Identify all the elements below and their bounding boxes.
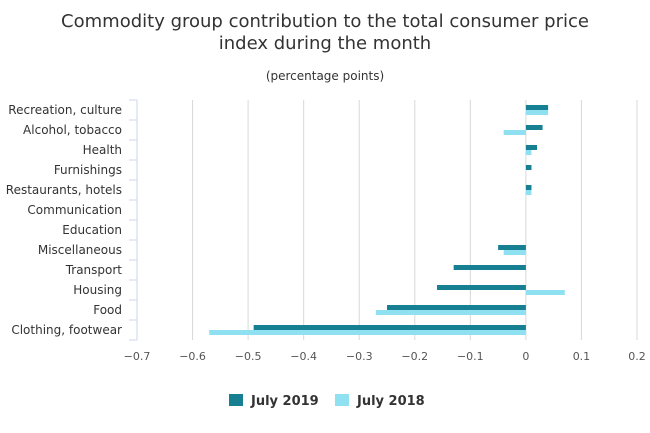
category-label-restaurants-hotels: Restaurants, hotels — [6, 183, 122, 197]
bar-july-2018-alcohol-tobacco[interactable] — [503, 130, 526, 135]
legend-swatch-july-2018 — [335, 394, 349, 406]
category-label-education: Education — [62, 223, 122, 237]
legend-label-july-2018: July 2018 — [356, 394, 425, 409]
legend-item-july-2018[interactable]: July 2018 — [335, 394, 425, 409]
tick-label-0: 0 — [522, 350, 529, 363]
bar-july-2018-health[interactable] — [525, 150, 532, 155]
bar-july-2019-restaurants-hotels[interactable] — [525, 185, 532, 190]
category-label-health: Health — [83, 143, 122, 157]
bar-july-2019-housing[interactable] — [437, 285, 526, 290]
legend-item-july-2019[interactable]: July 2019 — [229, 394, 319, 409]
bar-july-2019-health[interactable] — [525, 145, 537, 150]
bar-july-2018-restaurants-hotels[interactable] — [525, 190, 532, 195]
tick-label-0-1: −0.1 — [457, 350, 484, 363]
category-label-recreation-culture: Recreation, culture — [8, 103, 122, 117]
legend-label-july-2019: July 2019 — [250, 394, 319, 409]
tick-label-0-6: −0.6 — [179, 350, 206, 363]
category-axis — [129, 99, 138, 341]
category-label-furnishings: Furnishings — [54, 163, 122, 177]
tick-labels: −0.7 −0.6 −0.5 −0.4 −0.3 −0.2 −0.1 0 0.1 0.2 — [124, 350, 646, 363]
bar-july-2018-clothing-footwear[interactable] — [209, 330, 526, 335]
bar-july-2019-transport[interactable] — [453, 265, 526, 270]
bar-july-2019-food[interactable] — [387, 305, 526, 310]
category-label-housing: Housing — [73, 283, 122, 297]
tick-label-0-4: −0.4 — [290, 350, 317, 363]
bar-july-2018-housing[interactable] — [525, 290, 565, 295]
bar-july-2019-furnishings[interactable] — [525, 165, 532, 170]
bar-july-2019-alcohol-tobacco[interactable] — [525, 125, 543, 130]
bar-july-2019-recreation-culture[interactable] — [525, 105, 549, 110]
chart-title-line-1: Commodity group contribution to the tota… — [61, 11, 589, 32]
bar-july-2019-miscellaneous[interactable] — [498, 245, 526, 250]
legend-swatch-july-2019 — [229, 394, 243, 406]
tick-label-0-2: −0.2 — [401, 350, 428, 363]
category-label-miscellaneous: Miscellaneous — [38, 243, 122, 257]
tick-label-0-1: 0.1 — [573, 350, 591, 363]
legend: July 2019 July 2018 — [229, 394, 425, 409]
bar-july-2018-recreation-culture[interactable] — [525, 110, 549, 115]
tick-label-0-7: −0.7 — [124, 350, 151, 363]
bar-july-2018-miscellaneous[interactable] — [503, 250, 526, 255]
bar-july-2019-clothing-footwear[interactable] — [253, 325, 526, 330]
bars — [209, 105, 565, 335]
category-label-transport: Transport — [65, 263, 123, 277]
category-labels: Recreation, culture Alcohol, tobacco Healt… — [6, 103, 122, 337]
bar-july-2018-food[interactable] — [375, 310, 526, 315]
category-label-clothing-footwear: Clothing, footwear — [11, 323, 122, 337]
category-label-food: Food — [93, 303, 122, 317]
chart-title-line-2: index during the month — [219, 33, 431, 54]
chart-subtitle: (percentage points) — [266, 69, 384, 83]
category-label-communication: Communication — [27, 203, 122, 217]
tick-label-0-2: 0.2 — [628, 350, 646, 363]
tick-label-0-5: −0.5 — [235, 350, 262, 363]
gridlines — [136, 100, 638, 340]
category-label-alcohol-tobacco: Alcohol, tobacco — [23, 123, 122, 137]
tick-label-0-3: −0.3 — [346, 350, 373, 363]
